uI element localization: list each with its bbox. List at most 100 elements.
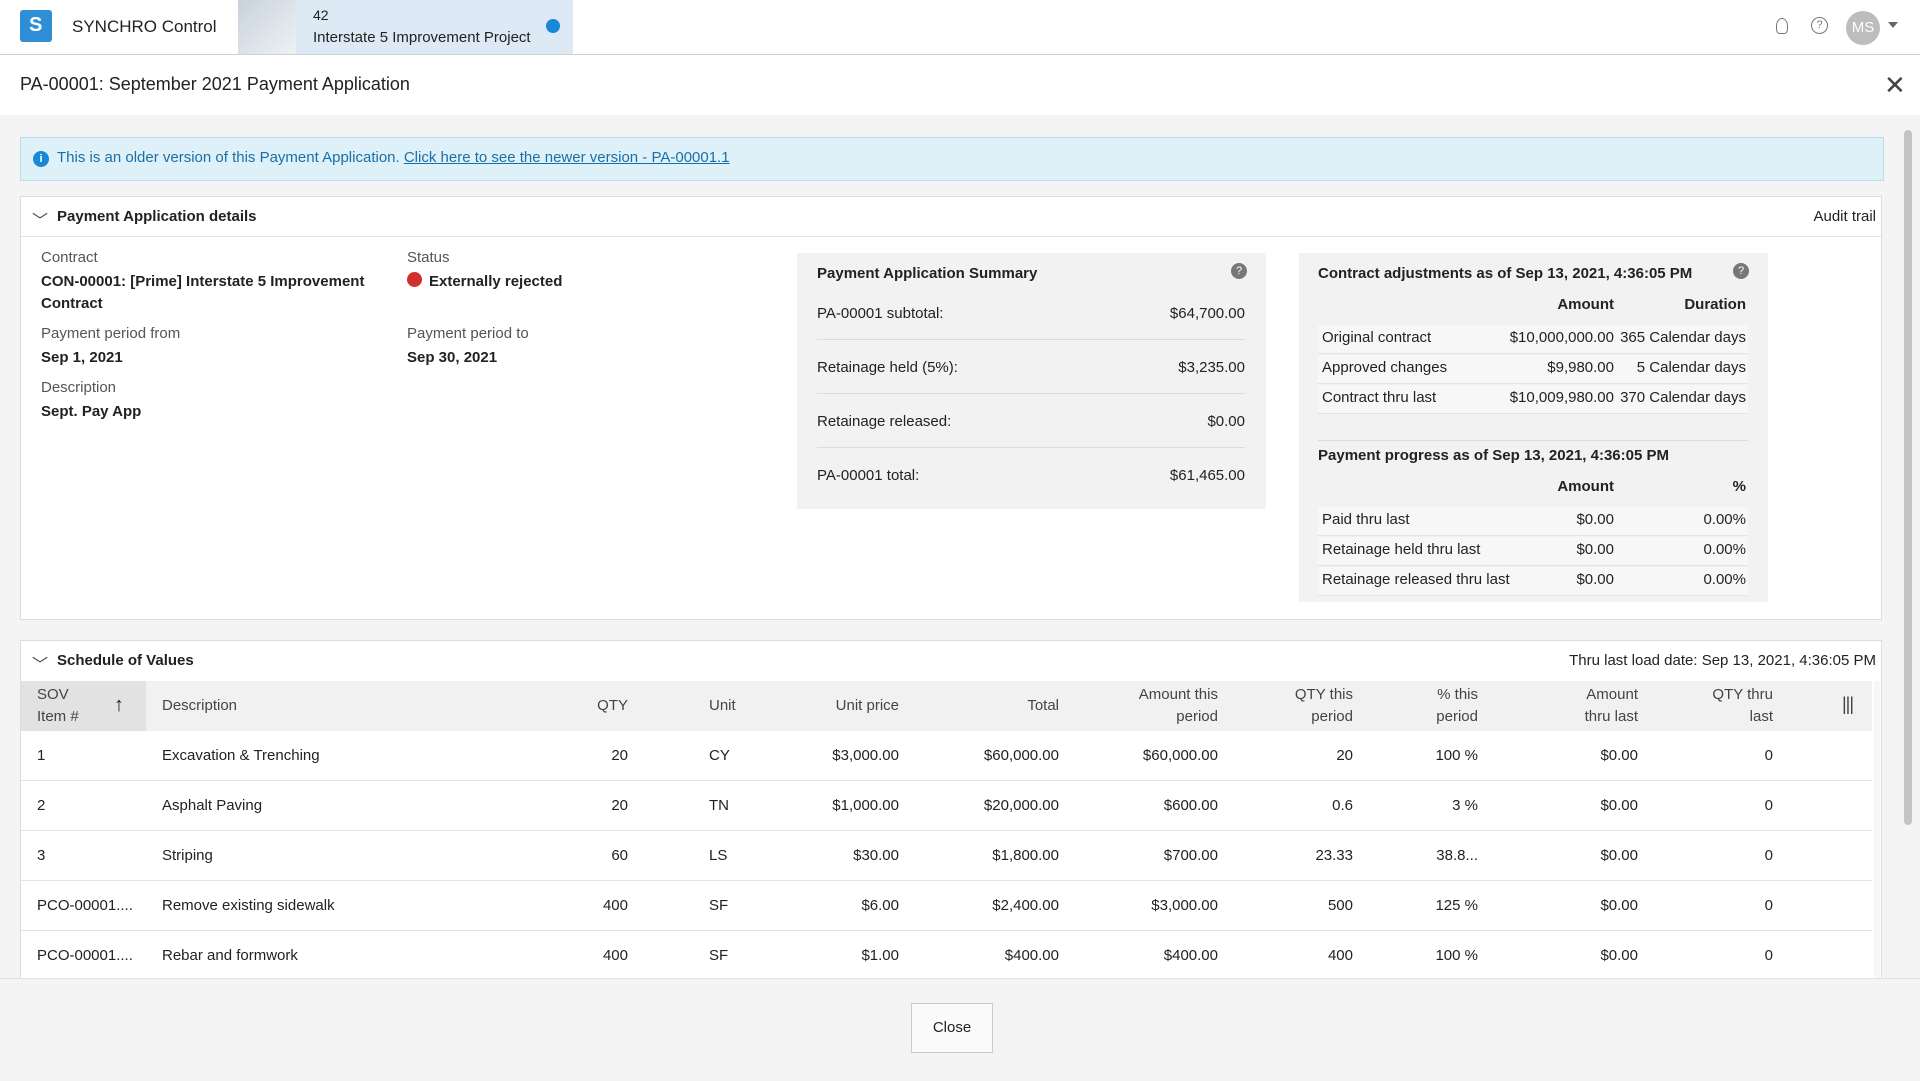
row-value: 5 Calendar days <box>1636 359 1746 376</box>
cell: 0 <box>1764 897 1773 914</box>
summary-help[interactable]: ? <box>1231 263 1247 279</box>
cell: LS <box>709 847 728 864</box>
section-title: Contract adjustments as of Sep 13, 2021,… <box>1318 265 1693 282</box>
brand[interactable]: SYNCHRO Control <box>72 17 217 36</box>
section-title: Payment progress as of Sep 13, 2021, 4:3… <box>1318 447 1669 464</box>
cell: 23.33 <box>1315 847 1353 864</box>
project-dropdown[interactable] <box>546 19 560 33</box>
sort-arrow[interactable]: ↑ <box>114 694 124 716</box>
row-value: 0.00% <box>1703 571 1746 588</box>
field-label: Description <box>41 379 117 396</box>
cell: 2 <box>37 797 46 814</box>
cell: SF <box>709 897 729 914</box>
cell: $0.00 <box>1600 847 1638 864</box>
cell: 400 <box>1327 947 1353 964</box>
cell: $1,800.00 <box>992 847 1059 864</box>
cell: 0 <box>1764 847 1773 864</box>
cell: 0 <box>1764 797 1773 814</box>
help-icon[interactable]: ? <box>1811 17 1828 34</box>
cell: 500 <box>1327 897 1353 914</box>
summary-label: Retainage held (5%): <box>817 359 958 376</box>
cell: 1 <box>37 747 46 764</box>
collapse-chevron[interactable]: ﹀ <box>32 213 49 230</box>
cell: $700.00 <box>1163 847 1218 864</box>
summary-label: PA-00001 subtotal: <box>817 305 944 322</box>
row <box>21 831 1872 881</box>
cell: Remove existing sidewalk <box>162 897 335 914</box>
collapse-chevron[interactable]: ﹀ <box>32 657 49 674</box>
divider <box>817 339 1245 340</box>
cell: 20 <box>611 747 628 764</box>
summary-value: $0.00 <box>1207 413 1245 430</box>
field-value: Sep 1, 2021 <box>41 349 123 366</box>
cell: 400 <box>602 947 628 964</box>
user-avatar[interactable]: MS <box>1846 11 1880 45</box>
column-header: Unit <box>709 697 736 714</box>
cell: $2,400.00 <box>992 897 1059 914</box>
row-value: $10,009,980.00 <box>1509 389 1614 406</box>
cell: 38.8... <box>1436 847 1478 864</box>
row-background <box>1318 385 1748 414</box>
sov-heading[interactable]: Schedule of Values <box>57 652 194 669</box>
row-value: $10,000,000.00 <box>1509 329 1614 346</box>
cell: $0.00 <box>1600 947 1638 964</box>
audit-trail-link[interactable]: Audit trail <box>1813 208 1876 225</box>
details-heading[interactable]: Payment Application details <box>57 208 257 225</box>
column-header: QTY thru last <box>1712 686 1773 725</box>
row-value: $0.00 <box>1576 511 1614 528</box>
scrollbar[interactable] <box>1904 130 1912 825</box>
cell: 3 <box>37 847 46 864</box>
summary-value: $3,235.00 <box>1178 359 1245 376</box>
summary-label: Retainage released: <box>817 413 952 430</box>
cell: $3,000.00 <box>1151 897 1218 914</box>
row-label: Retainage held thru last <box>1322 541 1481 558</box>
summary-box <box>797 253 1266 509</box>
column-header: Amount thru last <box>1584 686 1638 725</box>
divider <box>1318 440 1748 441</box>
load-date: Thru last load date: Sep 13, 2021, 4:36:… <box>1569 652 1876 669</box>
column-header: % this period <box>1436 686 1478 725</box>
column-chooser[interactable]: ||| <box>1842 694 1854 714</box>
field-label: Payment period from <box>41 325 181 342</box>
cell: Rebar and formwork <box>162 947 298 964</box>
cell: Asphalt Paving <box>162 797 263 814</box>
summary-value: $64,700.00 <box>1169 305 1245 322</box>
column-header: Description <box>162 697 238 714</box>
logo-glyph: S <box>29 14 43 36</box>
column-header: % <box>1732 478 1746 495</box>
cell: 0 <box>1764 747 1773 764</box>
project-thumbnail <box>238 0 296 54</box>
cell: $400.00 <box>1004 947 1059 964</box>
row-value: 365 Calendar days <box>1620 329 1746 346</box>
newer-version-link[interactable]: Click here to see the newer version - PA… <box>403 149 730 166</box>
logo[interactable] <box>20 10 52 42</box>
cell: Striping <box>162 847 213 864</box>
row-value: $0.00 <box>1576 541 1614 558</box>
column-header: Amount this period <box>1138 686 1218 725</box>
banner-text: This is an older version of this Payment… <box>57 149 730 166</box>
user-menu-caret[interactable] <box>1888 22 1898 28</box>
field-label: Payment period to <box>407 325 529 342</box>
tips-icon[interactable] <box>1776 18 1788 34</box>
adjustments-help[interactable]: ? <box>1733 263 1749 279</box>
cell: $1,000.00 <box>832 797 899 814</box>
cell: PCO-00001.... <box>37 947 133 964</box>
row-value: 0.00% <box>1703 541 1746 558</box>
row-label: Original contract <box>1322 329 1432 346</box>
column-header: SOV Item # <box>37 686 79 725</box>
project-number: 42 <box>313 7 329 23</box>
column-header: Amount <box>1557 296 1614 313</box>
close-icon[interactable]: ✕ <box>1884 70 1906 100</box>
row-label: Contract thru last <box>1322 389 1437 406</box>
column-header: QTY this period <box>1294 686 1353 725</box>
column-header: Duration <box>1684 296 1746 313</box>
cell: $30.00 <box>853 847 899 864</box>
column-header: Unit price <box>835 697 899 714</box>
row-label: Approved changes <box>1322 359 1448 376</box>
sorted-column-header[interactable] <box>21 681 146 731</box>
close-button[interactable]: Close <box>911 1003 993 1053</box>
divider <box>21 236 1881 237</box>
cell: $0.00 <box>1600 747 1638 764</box>
